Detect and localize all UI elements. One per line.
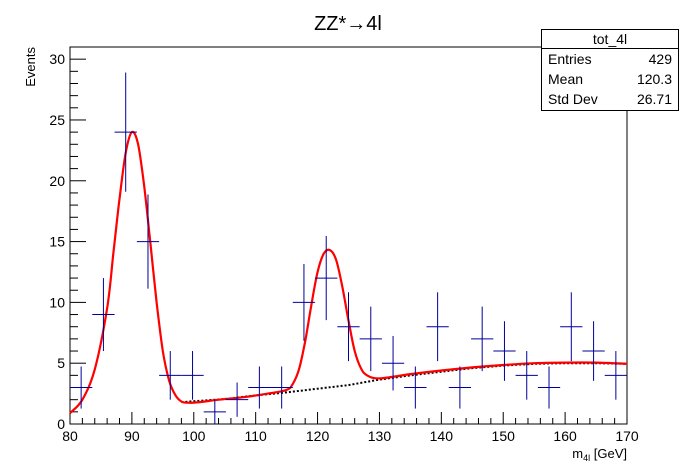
data-point <box>159 351 182 400</box>
x-tick-label: 170 <box>615 428 639 444</box>
data-point <box>381 335 405 391</box>
data-point <box>92 278 115 352</box>
plot-frame <box>69 46 628 425</box>
data-point <box>248 366 271 409</box>
data-point <box>203 399 226 424</box>
data-point <box>359 306 382 372</box>
chart-title: ZZ*→4l <box>314 13 382 35</box>
data-point <box>537 366 561 409</box>
stats-label: Std Dev <box>548 91 598 107</box>
axis-labels: 80 90 100 110 120 130 140 150 160 170 0 5 10 15 20 25 30… <box>23 13 639 463</box>
x-tick-label: 120 <box>306 428 330 444</box>
fit-curve <box>69 130 628 414</box>
data-point <box>604 351 627 400</box>
stats-box: tot_4l Entries 429 Mean 120.3 Std Dev 26… <box>541 29 679 111</box>
stats-row-mean: Mean 120.3 <box>542 69 678 89</box>
data-point <box>426 292 449 362</box>
y-tick-label: 20 <box>49 173 65 189</box>
stats-value: 26.71 <box>636 91 672 107</box>
data-point <box>292 263 316 341</box>
stats-label: Entries <box>548 51 592 67</box>
x-tick-label: 150 <box>492 428 516 444</box>
x-tick-label: 90 <box>124 428 140 444</box>
stats-value: 429 <box>648 51 672 67</box>
y-tick-label: 15 <box>49 234 65 250</box>
data-point <box>404 366 427 409</box>
data-point <box>225 382 249 417</box>
stats-row-stddev: Std Dev 26.71 <box>542 89 678 109</box>
data-point <box>70 366 93 409</box>
data-point <box>515 351 538 400</box>
plot-area-border <box>69 46 628 425</box>
x-tick-label: 130 <box>368 428 392 444</box>
x-tick-label: 110 <box>245 428 268 444</box>
data-point <box>337 292 360 362</box>
y-tick-label: 0 <box>57 416 65 432</box>
x-tick-label: 140 <box>430 428 454 444</box>
data-point <box>493 321 516 381</box>
fit-line <box>69 130 628 414</box>
data-point <box>315 235 338 321</box>
data-point <box>448 366 472 409</box>
x-tick-label: 80 <box>62 428 78 444</box>
data-point <box>471 306 494 372</box>
x-tick-label: 100 <box>182 428 206 444</box>
x-axis-label: m4l [GeV] <box>572 446 627 463</box>
data-point <box>136 194 160 289</box>
stats-value: 120.3 <box>636 71 672 87</box>
data-point <box>560 292 583 362</box>
y-tick-label: 5 <box>57 355 65 371</box>
y-axis-label: Events <box>23 47 38 87</box>
x-tick-label: 160 <box>553 428 577 444</box>
data-point <box>181 351 204 400</box>
stats-label: Mean <box>548 71 584 87</box>
axes <box>69 46 628 425</box>
y-tick-label: 10 <box>49 294 65 310</box>
stats-title: tot_4l <box>542 30 678 49</box>
data-points <box>70 72 627 424</box>
data-point <box>114 72 137 192</box>
y-tick-label: 30 <box>49 51 65 67</box>
y-tick-label: 25 <box>49 112 65 128</box>
data-point <box>582 321 605 381</box>
data-point <box>270 366 293 409</box>
stats-row-entries: Entries 429 <box>542 49 678 69</box>
